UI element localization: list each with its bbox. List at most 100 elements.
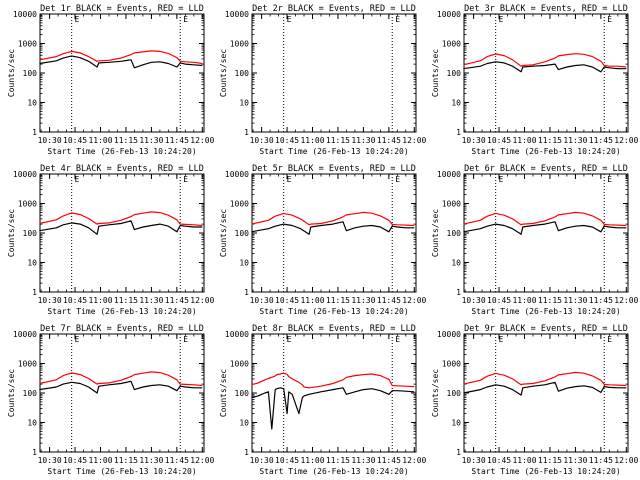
x-axis-label: Start Time (26-Feb-13 10:24:20) <box>471 147 620 156</box>
x-tick-label: 11:45 <box>589 456 613 465</box>
y-tick-label: 100 <box>23 229 38 238</box>
events-series-line <box>251 221 415 235</box>
plot-frame <box>251 173 417 293</box>
y-tick-label: 1 <box>32 288 37 297</box>
plot-frame <box>251 333 417 453</box>
y-tick-label: 10000 <box>437 10 461 19</box>
x-tick-label: 11:00 <box>512 296 536 305</box>
eclipse-marker-glyph: E <box>75 15 80 24</box>
events-series-line <box>463 221 627 235</box>
y-axis-label: Counts/sec <box>219 209 228 257</box>
x-tick-label: 11:15 <box>326 296 350 305</box>
x-tick-label: 11:00 <box>512 456 536 465</box>
y-axis-label: Counts/sec <box>7 49 16 97</box>
x-tick-label: 11:45 <box>377 296 401 305</box>
eclipse-marker-glyph: E <box>607 335 612 344</box>
y-axis-label: Counts/sec <box>219 49 228 97</box>
x-tick-label: 11:45 <box>165 456 189 465</box>
x-tick-label: 12:00 <box>190 136 214 145</box>
y-tick-label: 1000 <box>442 40 461 49</box>
x-tick-label: 12:00 <box>614 296 638 305</box>
x-tick-label: 11:30 <box>351 136 375 145</box>
x-tick-label: 11:45 <box>589 296 613 305</box>
x-tick-label: 11:00 <box>512 136 536 145</box>
y-tick-label: 10 <box>27 419 37 428</box>
y-axis-label: Counts/sec <box>431 49 440 97</box>
panel-title: Det 1r BLACK = Events, RED = LLD <box>40 4 204 14</box>
x-tick-label: 10:45 <box>487 296 511 305</box>
x-tick-label: 11:15 <box>538 456 562 465</box>
y-tick-label: 100 <box>447 69 462 78</box>
y-tick-label: 1000 <box>230 360 249 369</box>
x-axis-label: Start Time (26-Feb-13 10:24:20) <box>259 147 408 156</box>
x-axis-label: Start Time (26-Feb-13 10:24:20) <box>259 307 408 316</box>
panel-det-5: Det 5r BLACK = Events, RED = LLD 1 10 100 10… <box>219 164 427 316</box>
y-tick-label: 1000 <box>18 40 37 49</box>
y-tick-label: 10000 <box>437 330 461 339</box>
x-tick-label: 11:00 <box>88 456 112 465</box>
y-tick-label: 1000 <box>442 200 461 209</box>
x-tick-label: 10:30 <box>462 136 486 145</box>
lld-series-line <box>251 372 415 389</box>
plot-frame <box>39 333 205 453</box>
panel-det-2: Det 2r BLACK = Events, RED = LLD 1 10 100 10… <box>219 4 427 156</box>
y-tick-label: 100 <box>23 69 38 78</box>
x-tick-label: 10:45 <box>275 296 299 305</box>
x-tick-label: 12:00 <box>402 296 426 305</box>
y-tick-label: 1000 <box>230 40 249 49</box>
panel-title: Det 8r BLACK = Events, RED = LLD <box>252 324 416 334</box>
x-tick-label: 10:30 <box>38 136 62 145</box>
x-tick-label: 11:30 <box>351 296 375 305</box>
events-series-line <box>39 380 203 394</box>
x-tick-label: 10:30 <box>250 136 274 145</box>
y-tick-label: 10 <box>239 99 249 108</box>
x-tick-label: 11:30 <box>139 136 163 145</box>
y-tick-label: 1 <box>456 288 461 297</box>
y-tick-label: 100 <box>447 389 462 398</box>
x-tick-label: 10:30 <box>250 456 274 465</box>
x-tick-label: 11:15 <box>114 296 138 305</box>
x-axis-label: Start Time (26-Feb-13 10:24:20) <box>47 467 196 476</box>
y-tick-label: 100 <box>235 69 250 78</box>
x-tick-label: 11:30 <box>563 296 587 305</box>
y-tick-label: 1000 <box>230 200 249 209</box>
y-tick-label: 10000 <box>13 330 37 339</box>
x-tick-label: 10:45 <box>63 296 87 305</box>
x-tick-label: 10:45 <box>63 136 87 145</box>
panel-det-8: Det 8r BLACK = Events, RED = LLD 1 10 100 10… <box>219 324 427 476</box>
x-tick-label: 10:30 <box>38 296 62 305</box>
events-series-line <box>39 220 203 235</box>
y-tick-label: 10000 <box>437 170 461 179</box>
lld-series-line <box>251 211 415 227</box>
x-tick-label: 11:15 <box>326 136 350 145</box>
y-axis-label: Counts/sec <box>7 369 16 417</box>
x-axis-label: Start Time (26-Feb-13 10:24:20) <box>471 467 620 476</box>
events-series-line <box>463 61 627 73</box>
lld-series-line <box>463 53 627 68</box>
eclipse-marker-glyph: E <box>395 335 400 344</box>
panel-det-7: Det 7r BLACK = Events, RED = LLD 1 10 100 10… <box>7 324 215 476</box>
eclipse-marker-glyph: E <box>287 15 292 24</box>
y-tick-label: 10000 <box>225 170 249 179</box>
y-axis-label: Counts/sec <box>219 369 228 417</box>
x-tick-label: 11:00 <box>88 296 112 305</box>
x-tick-label: 12:00 <box>190 456 214 465</box>
eclipse-marker-glyph: E <box>607 15 612 24</box>
y-axis-label: Counts/sec <box>431 209 440 257</box>
plot-frame <box>463 333 629 453</box>
panel-title: Det 6r BLACK = Events, RED = LLD <box>464 164 628 174</box>
x-tick-label: 10:45 <box>487 456 511 465</box>
eclipse-marker-glyph: E <box>499 335 504 344</box>
plot-frame <box>39 13 205 133</box>
x-tick-label: 11:30 <box>563 456 587 465</box>
y-tick-label: 1 <box>32 128 37 137</box>
y-tick-label: 100 <box>235 229 250 238</box>
panel-det-9: Det 9r BLACK = Events, RED = LLD 1 10 100 10… <box>431 324 639 476</box>
x-tick-label: 11:30 <box>351 456 375 465</box>
y-tick-label: 100 <box>235 389 250 398</box>
y-tick-label: 10000 <box>13 170 37 179</box>
y-tick-label: 10000 <box>13 10 37 19</box>
y-tick-label: 10000 <box>225 330 249 339</box>
panel-title: Det 7r BLACK = Events, RED = LLD <box>40 324 204 334</box>
